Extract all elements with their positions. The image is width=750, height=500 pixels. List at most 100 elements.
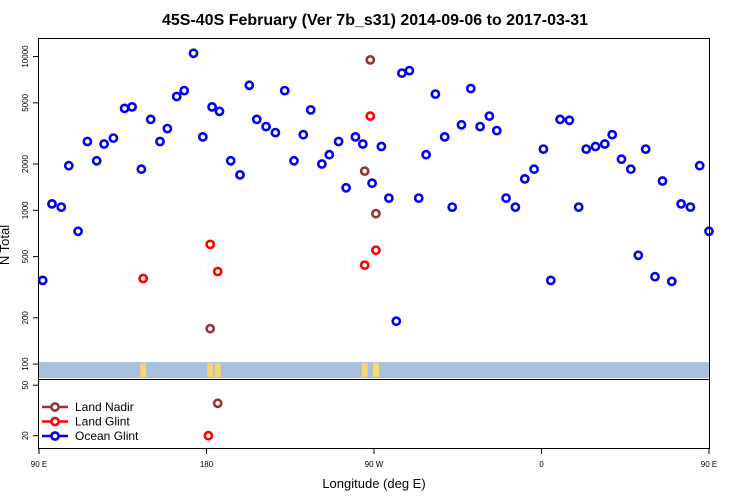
data-point bbox=[633, 250, 644, 261]
data-point bbox=[305, 105, 316, 115]
data-point bbox=[529, 164, 539, 175]
data-point bbox=[538, 144, 549, 154]
data-point bbox=[212, 266, 223, 277]
data-point bbox=[370, 208, 381, 219]
data-point bbox=[324, 149, 335, 160]
data-point bbox=[179, 85, 190, 96]
data-point bbox=[261, 121, 271, 132]
data-point bbox=[350, 131, 361, 142]
data-point bbox=[456, 119, 467, 130]
data-point bbox=[704, 226, 714, 237]
data-point bbox=[365, 55, 376, 65]
data-point bbox=[56, 202, 67, 212]
y-tick-label: 1000 bbox=[21, 201, 30, 219]
data-point bbox=[289, 155, 299, 166]
y-tick-label: 20 bbox=[21, 431, 30, 440]
data-point bbox=[145, 114, 156, 125]
data-point bbox=[413, 193, 424, 203]
y-axis-label: N Total bbox=[0, 225, 12, 265]
chart-title: 45S-40S February (Ver 7b_s31) 2014-09-06… bbox=[162, 12, 588, 29]
data-point bbox=[205, 323, 216, 334]
data-point bbox=[251, 114, 262, 125]
data-point bbox=[396, 68, 407, 78]
data-point bbox=[235, 169, 245, 180]
data-point bbox=[465, 83, 476, 94]
x-tick-label: 180 bbox=[200, 460, 214, 469]
data-point bbox=[564, 115, 575, 126]
land-mark bbox=[214, 363, 221, 377]
data-point bbox=[359, 166, 370, 176]
upper-panel-frame bbox=[38, 38, 710, 380]
y-tick-label: 50 bbox=[21, 380, 30, 389]
upper-points bbox=[37, 48, 714, 377]
data-point bbox=[127, 102, 137, 112]
data-point bbox=[341, 182, 351, 193]
data-point bbox=[555, 114, 565, 125]
data-point bbox=[676, 198, 686, 209]
y-tick-label: 500 bbox=[21, 249, 30, 263]
y-tick-label: 10000 bbox=[21, 45, 30, 68]
data-point bbox=[573, 202, 584, 212]
data-point bbox=[99, 139, 109, 149]
land-mark bbox=[361, 363, 368, 377]
data-point bbox=[640, 144, 651, 154]
data-point bbox=[581, 144, 592, 154]
x-tick-label: 0 bbox=[539, 460, 544, 469]
land-mark bbox=[140, 363, 147, 377]
data-point bbox=[616, 154, 627, 165]
data-point bbox=[197, 131, 208, 142]
data-point bbox=[279, 85, 290, 96]
data-point bbox=[383, 193, 394, 203]
legend-label: Ocean Glint bbox=[75, 429, 139, 443]
data-point bbox=[694, 160, 705, 171]
data-point bbox=[421, 149, 431, 160]
legend-marker bbox=[50, 402, 60, 412]
data-point bbox=[162, 123, 173, 134]
x-axis: 90 E 180 90 W 0 90 E bbox=[31, 448, 717, 469]
data-point bbox=[136, 164, 147, 175]
data-point bbox=[510, 202, 521, 212]
legend-marker bbox=[50, 416, 60, 427]
land-mark bbox=[207, 363, 214, 377]
y-axis-upper: 100 200 500 1000 2000 5000 10000 bbox=[21, 45, 39, 371]
data-point bbox=[491, 125, 502, 136]
data-point bbox=[357, 139, 368, 149]
data-point bbox=[625, 164, 636, 175]
data-point bbox=[119, 103, 130, 114]
y-tick-label: 5000 bbox=[21, 93, 30, 111]
data-point bbox=[63, 160, 74, 171]
data-point bbox=[244, 80, 255, 91]
legend-label: Land Glint bbox=[75, 415, 130, 429]
legend-marker bbox=[50, 431, 60, 441]
data-point bbox=[37, 275, 48, 286]
x-axis-label: Longitude (deg E) bbox=[322, 476, 425, 491]
x-tick-label: 90 W bbox=[365, 460, 384, 469]
data-point bbox=[207, 102, 217, 112]
data-point bbox=[171, 91, 182, 102]
lower-panel-frame bbox=[38, 379, 710, 449]
data-point bbox=[91, 155, 102, 166]
data-point bbox=[188, 48, 199, 59]
legend-label: Land Nadir bbox=[75, 400, 134, 414]
data-point bbox=[430, 89, 441, 99]
data-point bbox=[333, 136, 344, 147]
data-point bbox=[298, 129, 309, 140]
data-point bbox=[367, 178, 377, 189]
data-point bbox=[203, 430, 214, 441]
data-point bbox=[685, 202, 696, 212]
x-tick-label: 90 E bbox=[31, 460, 47, 469]
data-point bbox=[519, 173, 530, 184]
data-point bbox=[73, 226, 83, 237]
data-point bbox=[447, 202, 458, 212]
data-point bbox=[404, 65, 415, 76]
data-point bbox=[108, 133, 119, 143]
y-tick-label: 2000 bbox=[21, 155, 30, 173]
y-tick-label: 200 bbox=[21, 311, 30, 325]
data-point bbox=[370, 245, 381, 256]
y-tick-label: 100 bbox=[21, 357, 30, 371]
data-point bbox=[225, 155, 236, 166]
data-point bbox=[47, 198, 57, 209]
